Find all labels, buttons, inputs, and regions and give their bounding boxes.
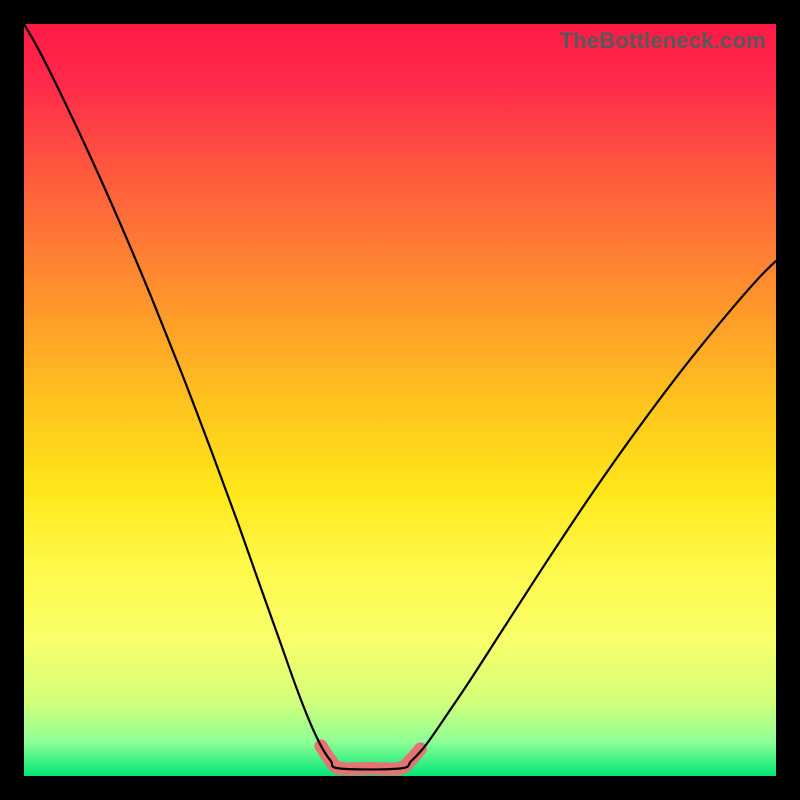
watermark-text: TheBottleneck.com [560, 28, 766, 54]
plot-area: TheBottleneck.com [24, 24, 776, 776]
chart-frame: TheBottleneck.com [0, 0, 800, 800]
gradient-background [24, 24, 776, 776]
bottleneck-chart [24, 24, 776, 776]
marker-dot [414, 742, 427, 755]
